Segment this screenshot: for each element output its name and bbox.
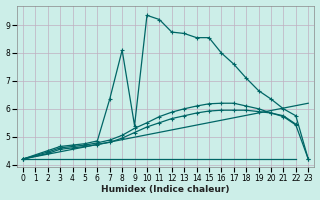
X-axis label: Humidex (Indice chaleur): Humidex (Indice chaleur) (101, 185, 230, 194)
